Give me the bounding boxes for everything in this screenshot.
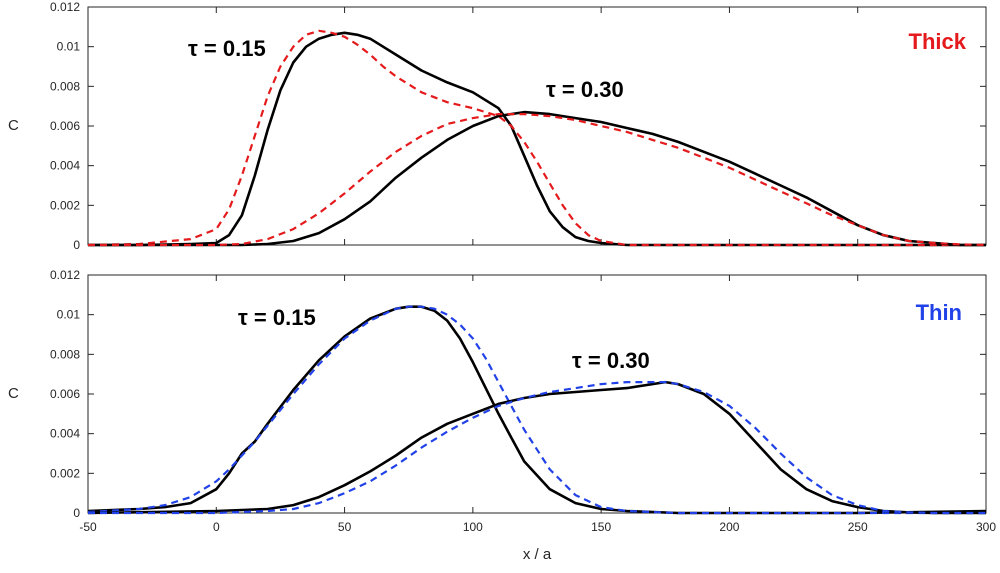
series-group-bottom [87, 305, 987, 515]
y-tick-label: 0.01 [57, 40, 81, 54]
data-curve-bottom-2 [87, 380, 986, 515]
y-tick-label: 0 [73, 506, 80, 520]
y-tick-label: 0.012 [50, 0, 80, 14]
panel-tag-thin: Thin [916, 300, 962, 325]
x-axis-label: x / a [523, 546, 552, 563]
y-tick-label: 0.006 [50, 119, 80, 133]
x-axis-ticks-bottom: -50 0 50 100 150 200 250 300 [79, 275, 996, 534]
y-axis-ticks-top: 0 0.002 0.004 0.006 0.008 0.01 0.012 [50, 0, 986, 252]
y-tick-label: 0.002 [50, 198, 80, 212]
data-curve-top-0 [88, 31, 986, 247]
annotation-tau-030-bottom: τ = 0.30 [572, 348, 650, 373]
axes-frame-top [87, 6, 987, 246]
y-tick-label: 0 [73, 238, 80, 252]
y-axis-label-bottom: C [8, 385, 19, 402]
axes-frame-bottom [87, 274, 987, 514]
x-tick-label: 150 [591, 520, 611, 534]
y-tick-label: 0.004 [50, 159, 80, 173]
y-tick-label: 0.012 [50, 268, 80, 282]
fit-curve-top-3 [88, 112, 987, 247]
y-tick-label: 0.006 [50, 387, 80, 401]
data-curve-bottom-0 [87, 305, 987, 515]
annotation-tau-015-bottom: τ = 0.15 [238, 305, 316, 330]
x-tick-label: -50 [79, 520, 97, 534]
x-tick-label: 200 [719, 520, 739, 534]
y-axis-label-top: C [8, 117, 19, 134]
x-tick-label: 100 [463, 520, 483, 534]
panel-tag-thick: Thick [909, 29, 967, 54]
y-tick-label: 0.01 [57, 308, 81, 322]
x-tick-label: 250 [848, 520, 868, 534]
y-tick-label: 0.002 [50, 466, 80, 480]
x-tick-label: 0 [213, 520, 220, 534]
y-axis-ticks-bottom: 0 0.002 0.004 0.006 0.008 0.01 0.012 [50, 268, 986, 520]
y-tick-label: 0.008 [50, 79, 80, 93]
x-tick-label: 300 [976, 520, 996, 534]
fit-curve-bottom-1 [87, 305, 986, 515]
series-group-top [87, 29, 987, 247]
y-tick-label: 0.004 [50, 427, 80, 441]
annotation-tau-015-top: τ = 0.15 [188, 36, 266, 61]
panel-thick: 0 0.002 0.004 0.006 0.008 0.01 0.012 C τ = 0.1… [8, 0, 987, 252]
fit-curve-bottom-3 [88, 381, 986, 515]
x-tick-label: 50 [338, 520, 352, 534]
annotation-tau-030-top: τ = 0.30 [546, 77, 624, 102]
y-tick-label: 0.008 [50, 347, 80, 361]
